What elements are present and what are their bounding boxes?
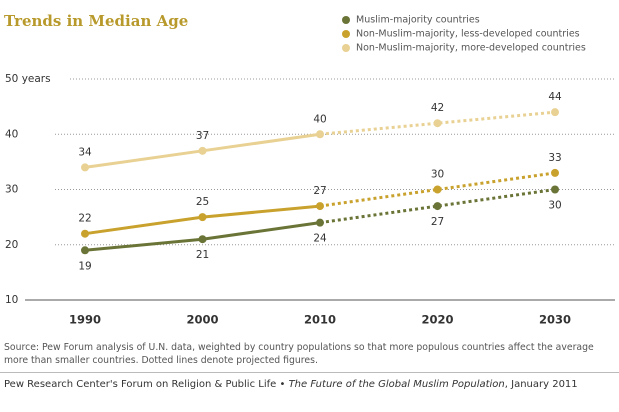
y-tick-label: 20 — [5, 239, 18, 251]
value-label: 25 — [196, 196, 209, 208]
value-label: 27 — [313, 185, 326, 197]
point — [433, 202, 442, 211]
separator — [0, 372, 619, 373]
legend-label: Non-Muslim-majority, less-developed coun… — [356, 29, 580, 40]
value-label: 30 — [431, 169, 444, 181]
chart-title: Trends in Median Age — [4, 12, 188, 30]
value-label: 34 — [78, 146, 92, 158]
point — [433, 119, 442, 128]
value-label: 27 — [431, 216, 444, 228]
legend-label: Non-Muslim-majority, more-developed coun… — [356, 43, 586, 54]
value-label: 30 — [548, 200, 561, 212]
credit-org: Pew Research Center's Forum on Religion … — [4, 379, 286, 390]
value-label: 19 — [78, 260, 91, 272]
value-label: 21 — [196, 249, 209, 261]
legend-label: Muslim-majority countries — [356, 15, 480, 26]
y-tick-label: 40 — [5, 128, 18, 140]
value-label: 40 — [313, 113, 326, 125]
x-tick-label: 2030 — [539, 313, 571, 327]
credit-publication: The Future of the Global Muslim Populati… — [288, 379, 505, 390]
y-tick-label: 30 — [5, 184, 18, 196]
point — [433, 185, 442, 194]
point — [81, 246, 89, 255]
x-tick-label: 1990 — [69, 313, 101, 327]
point — [81, 163, 89, 172]
y-tick-label: 50 years — [5, 73, 51, 85]
credit: Pew Research Center's Forum on Religion … — [4, 378, 609, 391]
value-label: 33 — [548, 152, 561, 164]
point — [316, 130, 324, 139]
point — [551, 185, 559, 194]
point — [316, 218, 324, 227]
point — [316, 202, 324, 211]
legend-swatch — [342, 16, 350, 24]
legend-swatch — [342, 30, 350, 38]
point — [198, 235, 207, 244]
value-label: 22 — [78, 213, 91, 225]
value-label: 42 — [431, 102, 444, 114]
point — [551, 108, 559, 117]
value-label: 24 — [313, 233, 327, 245]
y-tick-label: 10 — [5, 294, 18, 306]
point — [81, 229, 89, 238]
point — [198, 146, 207, 155]
x-tick-label: 2000 — [186, 313, 218, 327]
value-label: 44 — [548, 91, 562, 103]
point — [198, 213, 207, 222]
value-label: 37 — [196, 130, 209, 142]
x-tick-label: 2010 — [304, 313, 336, 327]
source-note: Source: Pew Forum analysis of U.N. data,… — [4, 342, 594, 366]
credit-date: , January 2011 — [504, 379, 578, 390]
x-tick-label: 2020 — [421, 313, 453, 327]
point — [551, 168, 559, 177]
legend-swatch — [342, 44, 350, 52]
